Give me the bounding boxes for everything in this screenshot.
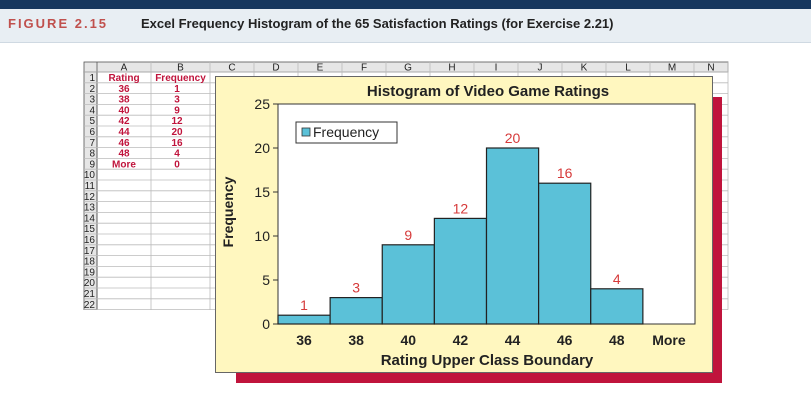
histogram-bar[interactable] [590, 288, 644, 325]
table-cell-rating[interactable]: More [112, 159, 136, 170]
row-number[interactable]: 3 [89, 95, 95, 106]
y-tick-label: 15 [254, 184, 270, 200]
table-cell-rating[interactable]: 40 [118, 105, 130, 116]
column-header[interactable]: J [538, 63, 543, 74]
table-header-cell[interactable]: Rating [108, 73, 139, 84]
data-label: 9 [404, 227, 412, 243]
row-number[interactable]: 5 [89, 116, 95, 127]
table-cell-frequency[interactable]: 3 [174, 95, 180, 106]
table-cell-frequency[interactable]: 9 [174, 105, 180, 116]
x-tick-label: 36 [296, 332, 312, 348]
column-header[interactable]: D [272, 63, 279, 74]
row-number[interactable]: 14 [84, 213, 96, 224]
data-label: 16 [557, 165, 573, 181]
row-number[interactable]: 21 [84, 289, 96, 300]
row-number[interactable]: 12 [84, 192, 96, 203]
column-header[interactable]: L [625, 63, 631, 74]
figure-label: FIGURE 2.15 [8, 16, 109, 31]
column-header[interactable]: I [495, 63, 498, 74]
top-bar [0, 0, 811, 9]
column-header[interactable]: H [448, 63, 455, 74]
legend-label: Frequency [313, 124, 379, 140]
row-number[interactable]: 17 [84, 246, 96, 257]
row-number[interactable]: 9 [89, 159, 95, 170]
row-number[interactable]: 2 [89, 84, 95, 95]
chart-title: Histogram of Video Game Ratings [367, 83, 609, 100]
column-header[interactable]: K [581, 63, 588, 74]
data-label: 1 [300, 297, 308, 313]
row-number[interactable]: 18 [84, 257, 96, 268]
data-label: 20 [505, 130, 521, 146]
row-number[interactable]: 1 [89, 73, 95, 84]
row-number[interactable]: 19 [84, 267, 96, 278]
table-cell-frequency[interactable]: 1 [174, 84, 180, 95]
y-tick-label: 25 [254, 96, 270, 112]
legend-swatch [301, 127, 311, 137]
y-tick-label: 10 [254, 228, 270, 244]
table-cell-frequency[interactable]: 12 [171, 116, 183, 127]
row-number[interactable]: 11 [85, 181, 96, 192]
histogram-bar[interactable] [485, 147, 540, 325]
row-number[interactable]: 6 [89, 127, 95, 138]
table-cell-rating[interactable]: 36 [118, 84, 130, 95]
data-label: 12 [453, 200, 469, 216]
column-header[interactable]: C [228, 63, 235, 74]
row-number[interactable]: 7 [89, 138, 95, 149]
table-cell-rating[interactable]: 46 [118, 138, 130, 149]
row-number[interactable]: 16 [84, 235, 96, 246]
histogram-bar[interactable] [277, 314, 331, 325]
x-tick-label: 42 [453, 332, 469, 348]
column-header[interactable]: A [121, 63, 128, 74]
column-header[interactable]: B [177, 63, 184, 74]
x-tick-label: 38 [348, 332, 364, 348]
table-cell-frequency[interactable]: 4 [174, 149, 180, 160]
figure-caption: Excel Frequency Histogram of the 65 Sati… [141, 16, 614, 31]
table-cell-rating[interactable]: 38 [118, 95, 130, 106]
y-tick-label: 0 [262, 316, 270, 332]
histogram-bar[interactable] [433, 217, 488, 325]
data-label: 3 [352, 280, 360, 296]
table-header-cell[interactable]: Frequency [155, 73, 206, 84]
column-header[interactable]: N [707, 63, 714, 74]
row-number[interactable]: 4 [89, 105, 95, 116]
row-number[interactable]: 10 [84, 170, 96, 181]
row-number[interactable]: 20 [84, 278, 96, 289]
table-cell-rating[interactable]: 42 [118, 116, 130, 127]
x-tick-label: More [652, 332, 686, 348]
title-strip [0, 9, 811, 43]
x-tick-label: 48 [609, 332, 625, 348]
table-cell-rating[interactable]: 44 [118, 127, 130, 138]
x-axis-label: Rating Upper Class Boundary [381, 352, 594, 369]
table-cell-rating[interactable]: 48 [118, 149, 130, 160]
table-cell-frequency[interactable]: 0 [174, 159, 180, 170]
histogram-bar[interactable] [329, 297, 383, 325]
histogram-chart[interactable]: Histogram of Video Game Ratings 0 5 10 15 20 2… [215, 76, 713, 373]
x-tick-label: 40 [401, 332, 417, 348]
row-number[interactable]: 8 [89, 149, 95, 160]
y-tick-label: 5 [262, 272, 270, 288]
row-number[interactable]: 15 [84, 224, 96, 235]
column-header[interactable]: F [361, 63, 367, 74]
histogram-bar[interactable] [538, 182, 592, 325]
y-tick-label: 20 [254, 140, 270, 156]
data-label: 4 [613, 271, 621, 287]
column-header[interactable]: M [668, 63, 676, 74]
row-number[interactable]: 13 [84, 203, 96, 214]
histogram-bar[interactable] [381, 244, 435, 325]
row-number[interactable]: 22 [84, 300, 96, 311]
column-header[interactable]: E [317, 63, 324, 74]
y-axis-label: Frequency [220, 176, 236, 247]
table-cell-frequency[interactable]: 20 [171, 127, 183, 138]
legend-box[interactable] [295, 121, 398, 144]
x-tick-label: 46 [557, 332, 573, 348]
table-cell-frequency[interactable]: 16 [171, 138, 183, 149]
x-tick-label: 44 [505, 332, 521, 348]
column-header[interactable]: G [404, 63, 412, 74]
